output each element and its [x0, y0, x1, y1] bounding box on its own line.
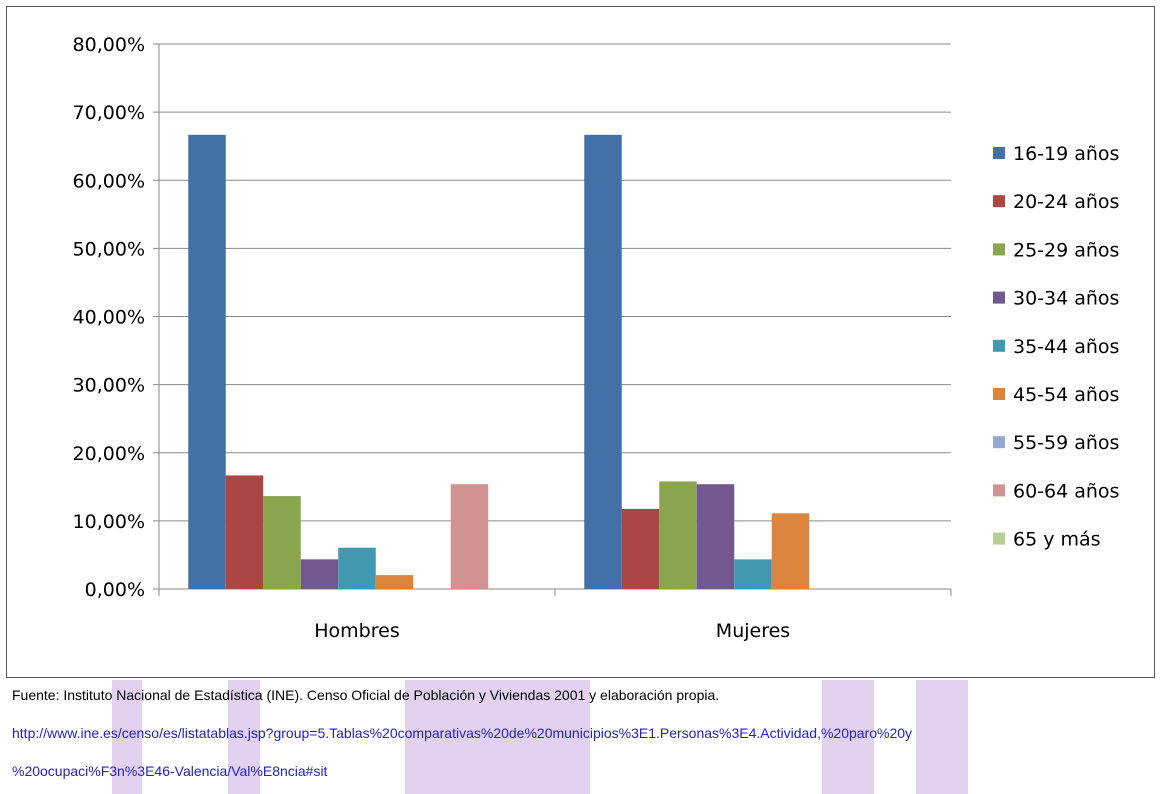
y-tick-label: 10,00% — [73, 511, 145, 533]
legend-swatch — [993, 195, 1005, 208]
source-link-line-1[interactable]: http://www.ine.es/censo/es/listatablas.j… — [12, 725, 913, 741]
legend-label: 16-19 años — [1013, 143, 1119, 165]
bar — [771, 513, 810, 589]
legend-swatch — [993, 291, 1005, 304]
bar — [300, 559, 339, 589]
legend-swatch — [993, 532, 1005, 545]
legend-label: 30-34 años — [1013, 288, 1119, 310]
y-tick-label: 80,00% — [73, 34, 145, 56]
legend-swatch — [993, 484, 1005, 497]
bar — [188, 134, 226, 590]
bar — [696, 484, 735, 589]
source-note: Fuente: Instituto Nacional de Estadístic… — [12, 687, 720, 703]
y-tick-label: 50,00% — [73, 238, 145, 260]
bar — [734, 559, 772, 589]
bar — [338, 547, 376, 589]
highlight-band — [405, 680, 590, 794]
legend-label: 60-64 años — [1013, 480, 1119, 502]
y-tick-label: 70,00% — [73, 102, 145, 124]
bar — [621, 508, 660, 589]
legend-label: 55-59 años — [1013, 432, 1119, 454]
bar — [584, 134, 622, 590]
y-tick-label: 0,00% — [85, 579, 145, 601]
y-tick-label: 40,00% — [73, 307, 145, 329]
y-tick-label: 30,00% — [73, 375, 145, 397]
chart-frame: 0,00% 10,00% 20,00% 30,00% 40,00% 50,00% 60,00… — [6, 6, 1155, 678]
legend-swatch — [993, 388, 1005, 400]
bar — [375, 575, 414, 589]
legend-label: 35-44 años — [1013, 336, 1119, 358]
category-label: Mujeres — [716, 620, 790, 642]
y-tick-label: 60,00% — [73, 170, 145, 192]
source-link-line-2[interactable]: %20ocupaci%F3n%3E46-Valencia/Val%E8ncia#… — [12, 763, 328, 779]
highlight-band — [916, 680, 968, 794]
y-tick-label: 20,00% — [73, 443, 145, 465]
highlight-band — [822, 680, 874, 794]
legend-swatch — [993, 436, 1005, 449]
legend-label: 45-54 años — [1013, 384, 1119, 406]
category-label: Hombres — [314, 620, 399, 642]
bar — [450, 484, 489, 589]
bar — [659, 481, 697, 589]
legend-label: 65 y más — [1013, 529, 1101, 551]
bar-chart: 0,00% 10,00% 20,00% 30,00% 40,00% 50,00% 60,00… — [73, 34, 1120, 642]
legend-swatch — [993, 339, 1005, 352]
legend-swatch — [993, 243, 1005, 256]
bar — [263, 496, 301, 589]
bar — [225, 475, 264, 589]
highlight-band — [112, 680, 142, 794]
legend-label: 25-29 años — [1013, 239, 1119, 261]
highlight-band — [228, 680, 260, 794]
legend-label: 20-24 años — [1013, 191, 1119, 213]
legend-swatch — [993, 147, 1005, 159]
